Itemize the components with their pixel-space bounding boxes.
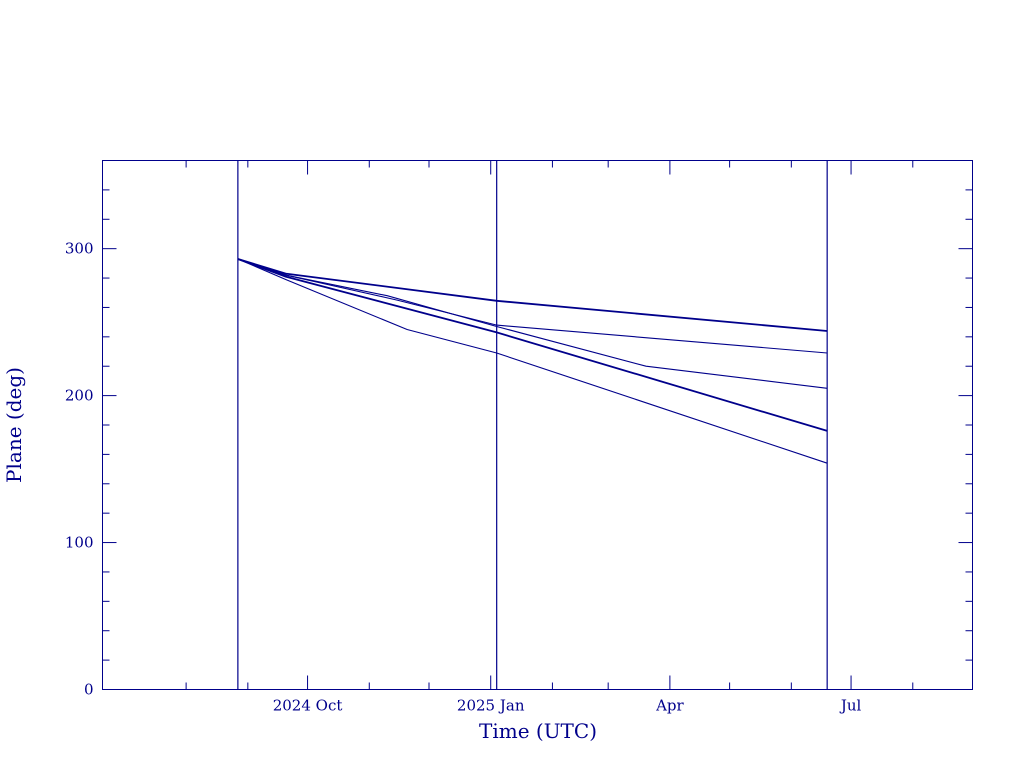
- y-tick-label: 100: [65, 534, 94, 552]
- series-line-3: [237, 258, 828, 389]
- x-tick-label: Apr: [655, 697, 684, 715]
- x-tick-label: 2025 Jan: [457, 697, 525, 715]
- x-tick-label: 2024 Oct: [273, 697, 343, 715]
- major-ticks: [102, 160, 973, 690]
- y-tick-labels: 0 100 200 300: [65, 240, 94, 699]
- y-axis-title: Plane (deg): [2, 367, 26, 483]
- x-tick-labels: 2024 Oct 2025 Jan Apr Jul: [273, 697, 862, 715]
- series-line-4: [237, 258, 828, 432]
- y-tick-label: 300: [65, 240, 94, 258]
- x-axis-title: Time (UTC): [479, 719, 597, 743]
- y-tick-label: 0: [84, 681, 94, 699]
- series-lines: [237, 258, 828, 464]
- minor-ticks: [102, 160, 973, 690]
- series-line-1: [237, 258, 828, 332]
- series-line-5: [237, 258, 828, 464]
- plot-frame: [102, 160, 973, 690]
- series-line-2: [237, 258, 828, 354]
- y-tick-label: 200: [65, 387, 94, 405]
- vertical-markers: [237, 160, 828, 690]
- x-tick-label: Jul: [839, 697, 862, 715]
